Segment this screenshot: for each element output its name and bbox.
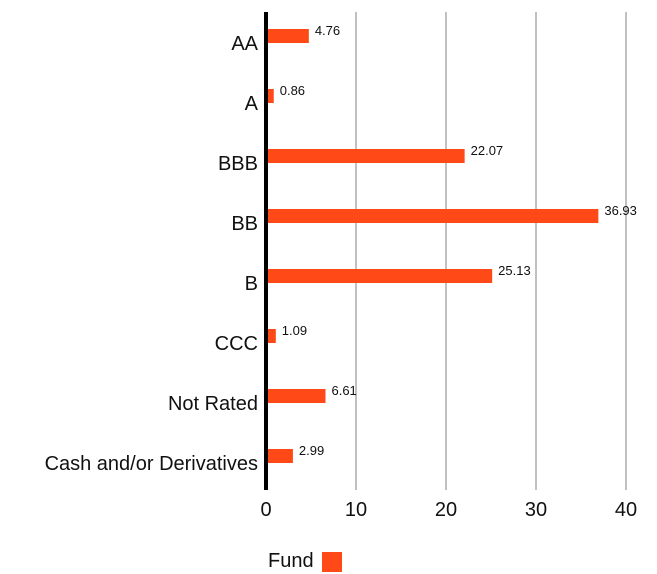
bar [266,209,599,223]
x-tick-label: 0 [260,499,271,521]
x-tick-label: 40 [615,499,637,521]
data-label: 36.93 [604,203,637,218]
bars [266,29,599,463]
category-label: CCC [215,333,258,355]
data-labels: 4.76 0.86 22.07 36.93 25.13 1.09 6.61 2.99 [280,23,637,458]
x-tick-labels: 0 10 20 30 40 [260,499,637,521]
data-label: 2.99 [299,443,324,458]
bar [266,149,465,163]
category-label: AA [231,33,258,55]
data-label: 0.86 [280,83,305,98]
data-label: 4.76 [315,23,340,38]
bar [266,29,309,43]
category-label: Not Rated [168,393,258,415]
bar [266,269,493,283]
data-label: 1.09 [282,323,307,338]
x-tick-label: 20 [435,499,457,521]
legend-label: Fund [268,550,314,572]
category-label: Cash and/or Derivatives [45,453,258,475]
bar [266,449,293,463]
category-label: B [245,273,258,295]
category-label: BBB [218,153,258,175]
bar [266,389,326,403]
data-label: 6.61 [331,383,356,398]
bar [266,329,276,343]
data-label: 22.07 [471,143,504,158]
legend-swatch [321,551,342,572]
category-label: BB [231,213,258,235]
x-tick-label: 30 [525,499,547,521]
legend: Fund [268,550,342,573]
x-tick-label: 10 [345,499,367,521]
bar [266,89,274,103]
gridlines [355,12,627,490]
data-label: 25.13 [498,263,531,278]
category-label: A [245,93,259,115]
